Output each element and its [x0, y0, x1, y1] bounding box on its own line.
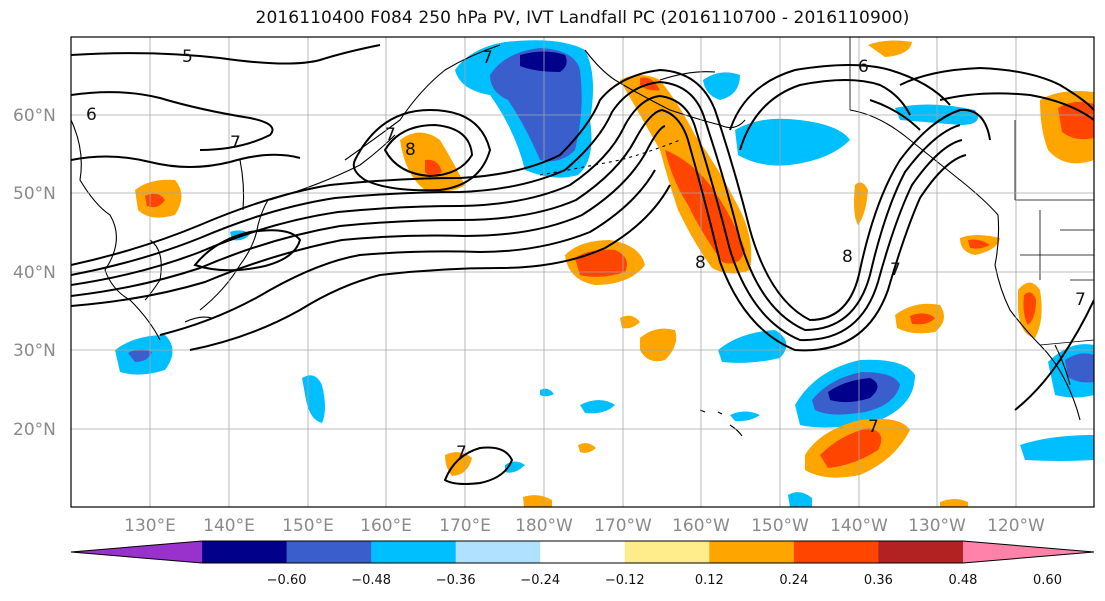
colorbar-swatch — [540, 541, 626, 563]
lon-label: 170°E — [439, 516, 491, 536]
contour-labels: 5 6 7 7 7 8 8 6 8 7 7 7 7 — [86, 47, 1086, 463]
longitude-labels: 130°E 140°E 150°E 160°E 170°E 180°W 170°… — [124, 516, 1045, 536]
negative-anomaly-patch — [490, 48, 582, 162]
colorbar-swatch — [624, 541, 710, 563]
shading-layer — [115, 40, 1094, 507]
negative-anomaly-patch — [1065, 353, 1094, 383]
positive-anomaly-patch — [425, 159, 442, 176]
colorbar-swatch — [793, 541, 879, 563]
positive-anomaly-patch — [968, 239, 990, 249]
positive-anomaly-patch — [523, 495, 552, 507]
map-title: 2016110400 F084 250 hPa PV, IVT Landfall… — [255, 8, 910, 28]
contour-label: 5 — [182, 47, 193, 67]
negative-anomaly-patch — [718, 330, 787, 363]
colorbar-tick-labels: −0.60 −0.48 −0.36 −0.24 −0.12 0.12 0.24 … — [267, 573, 1062, 588]
colorbar-tick-label: 0.12 — [695, 573, 724, 588]
contour-label: 7 — [230, 133, 241, 153]
lat-label: 60°N — [13, 106, 56, 126]
pv-contours — [71, 44, 1094, 485]
contour-label: 8 — [842, 247, 853, 267]
colorbar-swatch — [71, 541, 203, 563]
lat-label: 50°N — [13, 184, 56, 204]
colorbar-tick-label: −0.36 — [436, 573, 476, 588]
contour-label: 7 — [890, 260, 901, 280]
lon-label: 160°E — [360, 516, 412, 536]
lon-label: 130°W — [908, 516, 966, 536]
negative-anomaly-patch — [128, 349, 152, 362]
contour-label: 7 — [482, 48, 493, 68]
contour-label: 7 — [1075, 290, 1086, 310]
colorbar-tick-label: 0.60 — [1033, 573, 1062, 588]
colorbar-swatch — [286, 541, 372, 563]
positive-anomaly-patch — [665, 150, 745, 264]
colorbar-tick-label: 0.36 — [864, 573, 893, 588]
negative-anomaly-patch — [788, 492, 812, 507]
negative-anomaly-patch — [828, 378, 878, 403]
contour-label: 6 — [858, 57, 869, 77]
map-frame — [70, 36, 1095, 508]
lat-label: 20°N — [13, 420, 56, 440]
positive-anomaly-patch — [640, 328, 677, 362]
lon-label: 180°W — [515, 516, 573, 536]
colorbar — [70, 540, 1095, 564]
contour-label: 7 — [456, 443, 467, 463]
colorbar-tick-label: −0.48 — [351, 573, 391, 588]
positive-anomaly-patch — [1023, 292, 1036, 325]
negative-anomaly-patch — [703, 72, 740, 100]
positive-anomaly-patch — [940, 499, 968, 507]
positive-anomaly-patch — [820, 428, 882, 468]
contour-label: 8 — [695, 253, 706, 273]
colorbar-tick-label: 0.24 — [779, 573, 808, 588]
lat-label: 30°N — [13, 341, 56, 361]
colorbar-swatch — [878, 541, 964, 563]
lon-label: 150°W — [751, 516, 809, 536]
lon-label: 160°W — [672, 516, 730, 536]
colorbar-swatch — [709, 541, 795, 563]
colorbar-swatch — [455, 541, 541, 563]
positive-anomaly-patch — [1058, 101, 1094, 140]
negative-anomaly-patch — [730, 411, 760, 422]
positive-anomaly-patch — [575, 249, 628, 277]
contour-label: 7 — [385, 125, 396, 145]
colorbar-tick-label: −0.24 — [520, 573, 560, 588]
lon-label: 150°E — [282, 516, 334, 536]
negative-anomaly-patch — [580, 400, 615, 414]
negative-anomaly-patch — [540, 388, 554, 397]
positive-anomaly-patch — [620, 315, 640, 329]
negative-anomaly-patch — [735, 118, 850, 166]
lon-label: 170°W — [594, 516, 652, 536]
positive-anomaly-patch — [910, 313, 935, 325]
colorbar-swatch — [371, 541, 457, 563]
negative-anomaly-patch — [1020, 435, 1094, 461]
lat-label: 40°N — [13, 263, 56, 283]
negative-anomaly-patch — [520, 51, 567, 72]
colorbar-swatch — [202, 541, 288, 563]
colorbar-tick-label: 0.48 — [948, 573, 977, 588]
lon-label: 140°E — [203, 516, 255, 536]
political-borders — [849, 37, 1094, 346]
contour-label: 7 — [868, 417, 879, 437]
latitude-labels: 60°N 50°N 40°N 30°N 20°N — [13, 106, 56, 440]
lon-label: 120°W — [987, 516, 1045, 536]
contour-label: 6 — [86, 105, 97, 125]
colorbar-tick-label: −0.60 — [267, 573, 307, 588]
colorbar-tick-label: −0.12 — [605, 573, 645, 588]
positive-anomaly-patch — [578, 443, 596, 453]
lon-label: 130°E — [124, 516, 176, 536]
colorbar-swatch — [962, 541, 1094, 563]
lon-label: 140°W — [830, 516, 888, 536]
colorbar-outline — [70, 540, 1095, 564]
contour-label: 8 — [405, 140, 416, 160]
positive-anomaly-patch — [868, 40, 912, 57]
